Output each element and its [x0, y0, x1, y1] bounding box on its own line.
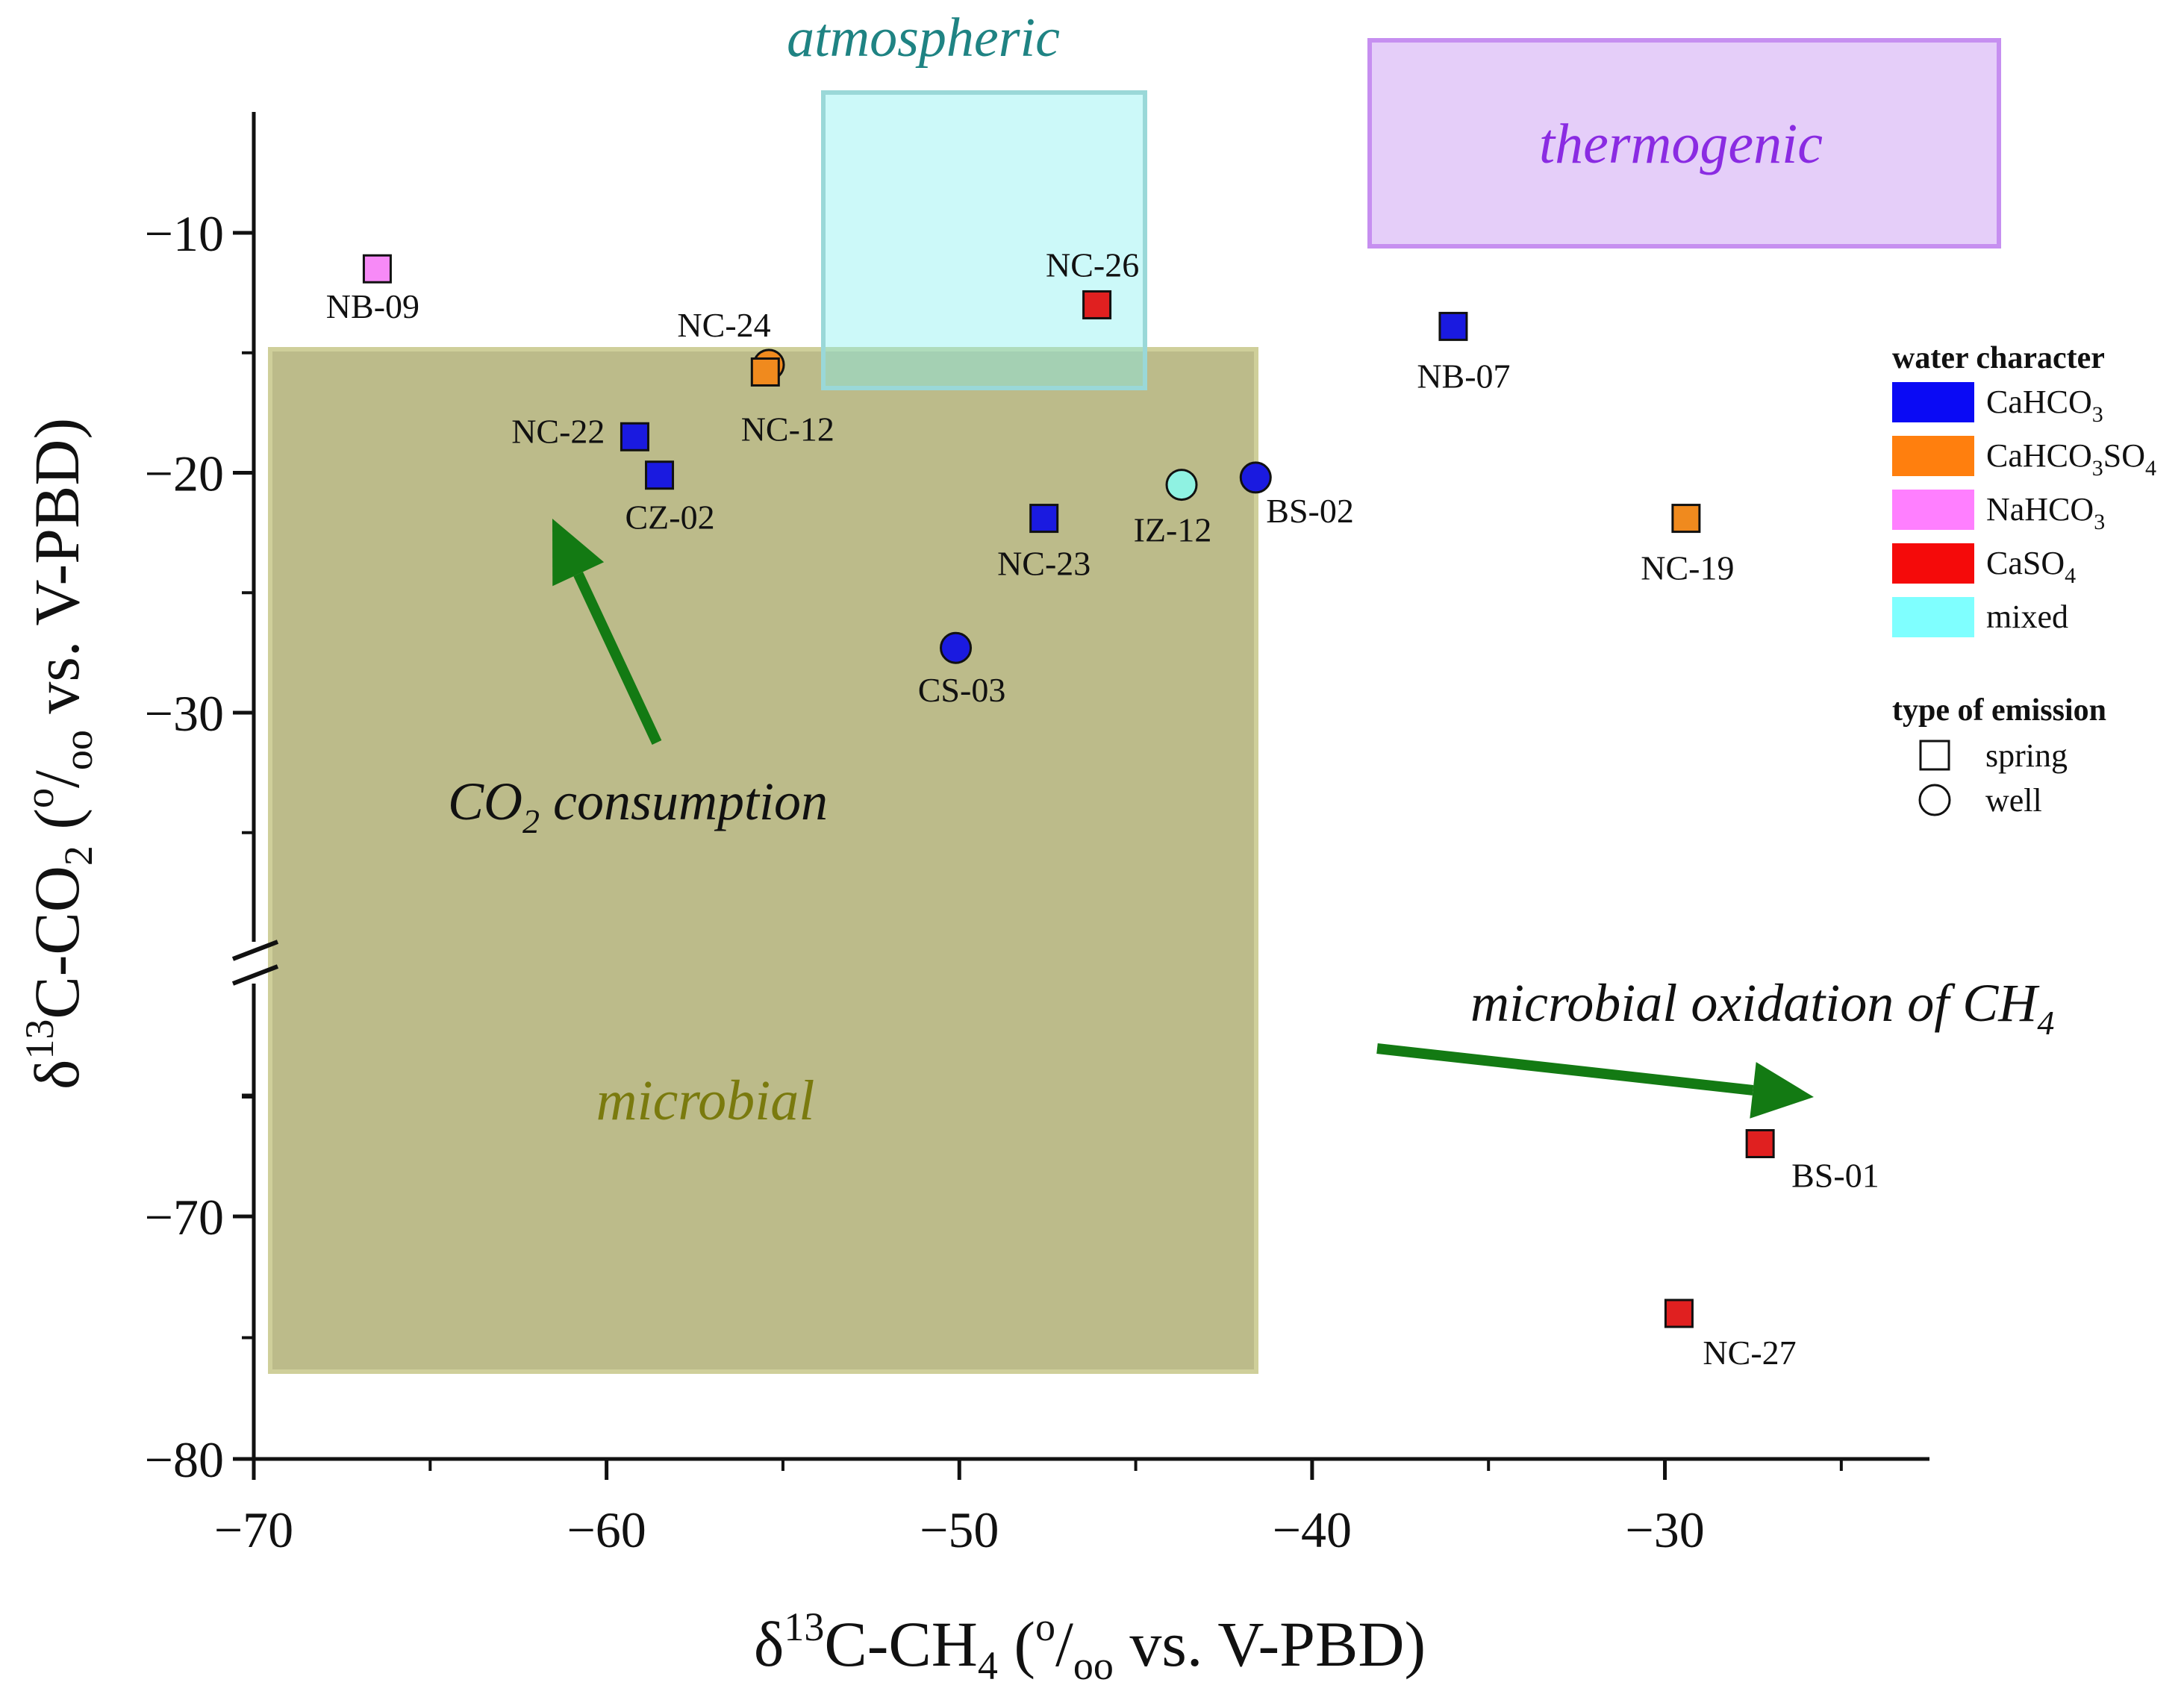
marker-square	[362, 254, 392, 284]
marker-square	[1664, 1299, 1694, 1328]
region-label-atmospheric: atmospheric	[787, 7, 1060, 69]
point-label: NB-09	[326, 287, 419, 325]
x-tick-label: −40	[1273, 1501, 1352, 1558]
data-point-nc-22: NC-22	[511, 412, 649, 451]
x-tick-label: −60	[567, 1501, 646, 1558]
region-atmospheric	[821, 90, 1147, 390]
marker-square	[1745, 1129, 1775, 1158]
arrows-layer: CO2 consumption microbial oxidation of CH…	[448, 519, 2054, 1119]
point-label: BS-02	[1266, 492, 1354, 530]
marker-square	[1438, 311, 1468, 341]
y-tick-label: −10	[145, 205, 224, 262]
region-microbial	[268, 347, 1258, 1374]
data-point-iz-12: IZ-12	[1134, 469, 1212, 549]
legend-marker-well	[1918, 784, 1951, 816]
axes-layer: −70 −60 −50 −40 −30 −10 −20 −30 −70 −80	[145, 112, 1929, 1558]
marker-circle	[940, 631, 973, 664]
x-tick-label: −30	[1625, 1501, 1704, 1558]
marker-square	[1671, 504, 1701, 534]
point-label: NB-07	[1417, 357, 1510, 395]
legend-label-caso4: CaSO4	[1986, 545, 2076, 588]
marker-square	[1029, 504, 1059, 534]
data-point-nc-12: NC-12	[741, 357, 834, 448]
legend-label-well: well	[1985, 782, 2042, 819]
legend-label-cahco3so4: CaHCO3SO4	[1986, 437, 2156, 481]
co2-consumption-arrow-shaft	[573, 572, 662, 745]
x-axis-title: δ13C-CH4 (o/oo vs. V-PBD)	[754, 1604, 1426, 1688]
legend-label-nahco3: NaHCO3	[1986, 491, 2105, 534]
y-axis-title: δ13C-CO2 (o/oo vs. V-PBD)	[17, 418, 101, 1090]
point-label: NC-27	[1703, 1334, 1796, 1372]
annotation-co2-consumption: CO2 consumption	[448, 772, 828, 840]
point-label: IZ-12	[1134, 511, 1212, 549]
legend-swatch-nahco3	[1892, 490, 1974, 530]
marker-square	[620, 422, 649, 451]
microbial-oxidation-arrow-shaft	[1376, 1043, 1754, 1096]
point-label: NC-12	[741, 410, 834, 448]
co2-consumption-arrow-head	[552, 519, 605, 587]
data-point-bs-02: BS-02	[1239, 461, 1354, 530]
region-thermogenic	[1367, 38, 2001, 249]
x-tick-label: −50	[920, 1501, 999, 1558]
point-label: CZ-02	[625, 499, 714, 537]
legend-swatch-cahco3	[1892, 382, 1974, 422]
data-point-nb-09: NB-09	[326, 254, 419, 325]
region-label-microbial: microbial	[596, 1069, 815, 1132]
data-point-nc-24: NC-24	[677, 306, 785, 381]
microbial-oxidation-arrow	[1376, 1043, 1814, 1119]
legend-label-mixed: mixed	[1986, 599, 2068, 635]
annotation-microbial-oxidation: microbial oxidation of CH4	[1470, 973, 2054, 1042]
legend-swatch-mixed	[1892, 597, 1974, 637]
co2-consumption-arrow	[552, 519, 662, 745]
y-tick-label: −20	[145, 446, 224, 502]
data-point-bs-01: BS-01	[1745, 1129, 1879, 1195]
legend-swatch-cahco3so4	[1892, 436, 1974, 476]
legend-label-cahco3: CaHCO3	[1986, 384, 2103, 427]
legend-title-emission: type of emission	[1892, 693, 2106, 728]
marker-square	[645, 460, 675, 490]
y-tick-label: −70	[145, 1189, 224, 1246]
data-point-cz-02: CZ-02	[625, 460, 715, 537]
data-point-nc-27: NC-27	[1664, 1299, 1797, 1372]
legend-label-spring: spring	[1985, 737, 2068, 774]
marker-square	[1082, 290, 1112, 319]
y-tick-label: −80	[145, 1431, 224, 1488]
point-label: NC-19	[1641, 549, 1734, 587]
data-point-cs-03: CS-03	[918, 631, 1006, 709]
legend: water character CaHCO3 CaHCO3SO4 NaHCO3 CaSO…	[1892, 341, 2156, 819]
point-label: NC-22	[511, 412, 605, 450]
axis-break-mark	[231, 964, 279, 986]
marker-circle	[1239, 461, 1272, 494]
data-point-nb-07: NB-07	[1417, 311, 1511, 395]
legend-swatch-caso4	[1892, 543, 1974, 584]
point-label: BS-01	[1791, 1157, 1879, 1195]
data-point-nc-19: NC-19	[1641, 504, 1735, 587]
region-label-thermogenic: thermogenic	[1539, 113, 1823, 175]
microbial-oxidation-arrow-head	[1750, 1062, 1814, 1119]
legend-marker-spring	[1919, 740, 1950, 771]
regions-layer: microbial atmospheric thermogenic	[268, 7, 2001, 1374]
y-tick-label: −30	[145, 685, 224, 742]
point-label: NC-26	[1046, 246, 1139, 284]
axis-break-mark	[231, 940, 279, 961]
axis-titles: δ13C-CH4 (o/oo vs. V-PBD) δ13C-CO2 (o/oo …	[17, 418, 1426, 1688]
x-tick-label: −70	[214, 1501, 293, 1558]
point-label: NC-23	[997, 545, 1091, 583]
point-label: NC-24	[677, 306, 770, 344]
point-label: CS-03	[918, 671, 1006, 709]
legend-title-water: water character	[1892, 341, 2105, 375]
marker-square	[750, 357, 780, 387]
points-layer: NB-09 NC-26 NC-24 NC-12 NB-07 NC-22 CZ-02 IZ-12…	[326, 246, 1879, 1372]
data-point-nc-23: NC-23	[997, 504, 1091, 583]
data-point-nc-26: NC-26	[1046, 246, 1139, 319]
marker-circle	[1165, 469, 1198, 501]
